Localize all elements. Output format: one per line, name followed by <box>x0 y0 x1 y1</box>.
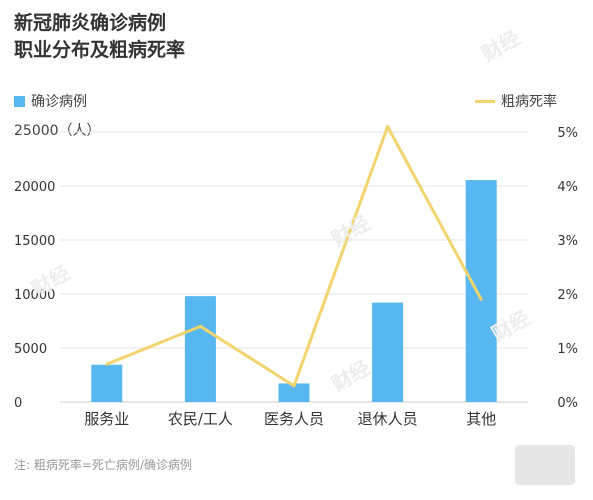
y-right-tick-label: 4% <box>557 180 578 195</box>
legend-mortality-label: 粗病死率 <box>501 94 557 110</box>
mortality-line <box>106 125 483 388</box>
x-tick-label: 农民/工人 <box>168 410 233 428</box>
y-left-tick-label: 5000 <box>14 342 47 357</box>
bar <box>184 296 216 402</box>
footnote: 注: 粗病死率=死亡病例/确诊病例 <box>14 458 192 472</box>
legend-confirmed-label: 确诊病例 <box>31 94 87 110</box>
y-left-tick-label: 20000 <box>14 180 55 195</box>
legend-line-swatch <box>475 99 495 103</box>
y-left-tick-label: 0 <box>14 396 22 411</box>
mortality-point <box>479 297 483 301</box>
x-tick-label: 医务人员 <box>264 410 324 428</box>
x-tick-label: 其他 <box>466 410 496 428</box>
y-left-tick-label: 10000 <box>14 288 55 303</box>
y-left-tick-label: 15000 <box>14 234 55 249</box>
y-left-unit: （人） <box>58 123 101 139</box>
chart-title-line1: 新冠肺炎确诊病例 <box>14 12 167 34</box>
chart-title: 新冠肺炎确诊病例 职业分布及粗病死率 <box>14 10 185 64</box>
x-tick-label: 退休人员 <box>358 410 418 428</box>
legend-confirmed: 确诊病例 <box>14 92 87 110</box>
chart-title-line2: 职业分布及粗病死率 <box>14 39 186 61</box>
bar <box>465 180 497 402</box>
bar <box>278 383 310 402</box>
y-right-tick-label: 2% <box>557 288 578 303</box>
blurred-logo <box>515 445 575 485</box>
bar <box>91 364 123 402</box>
x-tick-label: 服务业 <box>84 410 129 428</box>
legend-mortality: 粗病死率 <box>475 92 557 110</box>
y-left-top-tick: 25000 <box>14 123 59 139</box>
bar <box>372 302 404 402</box>
y-right-tick-label: 3% <box>557 234 578 249</box>
y-right-tick-label: 1% <box>557 342 578 357</box>
mortality-point <box>198 324 202 328</box>
y-right-tick-label: 0% <box>557 396 578 411</box>
legend-bar-swatch <box>14 95 25 107</box>
y-right-tick-label: 5% <box>557 126 578 141</box>
mortality-point <box>292 384 296 388</box>
mortality-point <box>105 362 109 366</box>
mortality-point <box>386 125 390 129</box>
y-left-unit-label: 25000（人） <box>14 120 101 140</box>
